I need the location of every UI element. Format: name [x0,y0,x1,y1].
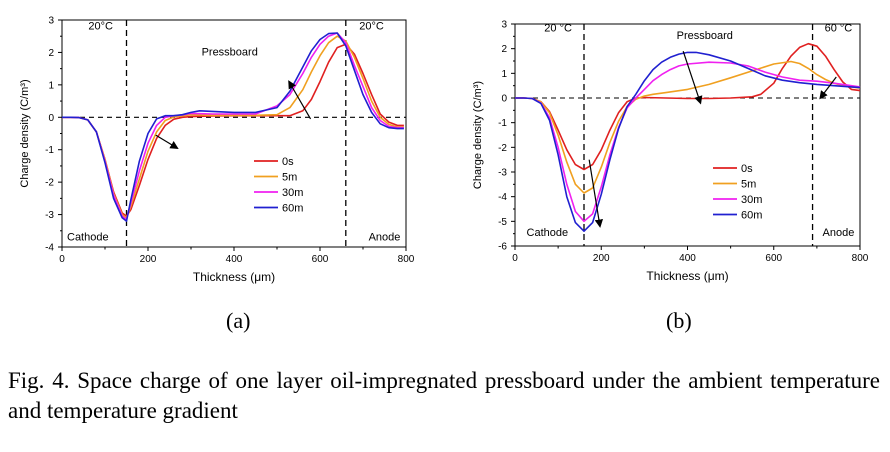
legend-label-30m: 30m [741,194,762,206]
x-axis-label: Thickness (μm) [193,270,275,284]
chart-annotation: Pressboard [677,30,733,42]
panel-label-b: (b) [666,308,692,333]
plot-frame [514,23,861,247]
trend-arrow [819,76,837,100]
x-tick-label: 200 [140,254,157,265]
trend-arrow [588,159,604,228]
trend-arrow [682,50,703,105]
y-axis-label: Charge density (C/m³) [19,79,31,187]
y-tick-label: -2 [498,143,507,154]
y-axis-label: Charge density (C/m³) [472,81,484,189]
x-tick-label: 800 [398,254,415,265]
chart-panel-a: -4 -3 -2 -1 0 1 2 3 0 200 400 600 800 Thickness (μm) C… [19,16,415,285]
x-tick-label: 400 [679,253,696,264]
legend-label-30m: 30m [282,187,303,199]
x-tick-label: 600 [312,254,329,265]
chart-annotation: Anode [369,232,401,244]
y-tick-label: 1 [501,69,507,80]
legend-label-5m: 5m [741,179,756,191]
trend-arrow [155,134,179,149]
y-tick-label: -3 [45,210,54,221]
y-tick-label: 0 [48,113,54,124]
y-tick-label: -4 [45,243,54,254]
x-tick-label: 600 [765,253,782,264]
chart-annotation: Cathode [67,232,109,244]
series-line-0s [515,42,861,171]
chart-annotation: Anode [823,227,855,239]
y-tick-label: 2 [48,48,54,59]
panel-label-a: (a) [226,308,251,333]
figure-caption: Fig. 4. Space charge of one layer oil-im… [8,368,880,423]
y-tick-label: -1 [498,118,507,129]
chart-annotation: Pressboard [202,47,258,59]
x-tick-label: 200 [593,253,610,264]
series-line-30m [62,32,404,221]
x-tick-label: 800 [852,253,869,264]
y-tick-label: -4 [498,192,507,203]
series-line-60m [62,32,404,222]
legend-label-60m: 60m [282,203,303,215]
y-tick-label: -3 [498,168,507,179]
x-axis-label: Thickness (μm) [646,269,728,283]
y-tick-label: -2 [45,178,54,189]
chart-annotation: 20°C [88,21,113,33]
chart-annotation: 60 °C [825,22,853,34]
y-tick-label: -1 [45,145,54,156]
y-tick-label: -6 [498,242,507,253]
x-tick-label: 0 [59,254,65,265]
x-tick-label: 400 [226,254,243,265]
legend-label-0s: 0s [282,156,294,168]
chart-panel-b: -6 -5 -4 -3 -2 -1 0 1 2 3 0 200 400 600 800 Thickness (… [472,20,869,284]
y-tick-label: 3 [501,20,507,31]
x-tick-label: 0 [512,253,518,264]
series-line-5m [515,60,861,194]
y-tick-label: -5 [498,217,507,228]
trend-arrow [288,80,312,120]
y-tick-label: 1 [48,80,54,91]
y-tick-label: 3 [48,16,54,27]
chart-annotation: 20°C [359,21,384,33]
chart-annotation: Cathode [527,227,569,239]
legend-label-60m: 60m [741,210,762,222]
y-tick-label: 2 [501,44,507,55]
legend-label-5m: 5m [282,172,297,184]
chart-annotation: 20 °C [544,22,572,34]
series-line-30m [515,61,861,223]
y-tick-label: 0 [501,94,507,105]
series-line-60m [515,51,861,232]
legend-label-0s: 0s [741,163,753,175]
